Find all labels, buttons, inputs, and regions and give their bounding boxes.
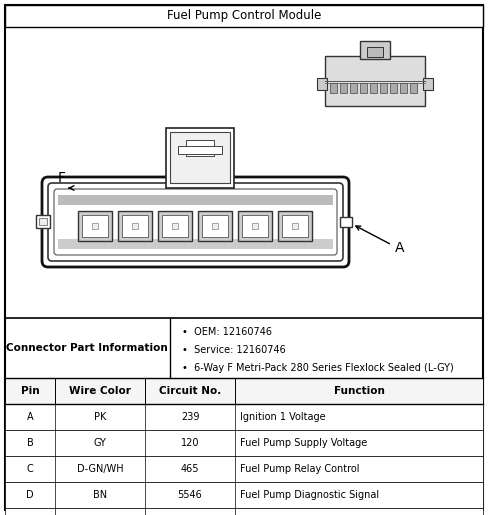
Bar (325, 56, 425, 106)
Bar (390, 83, 397, 93)
Bar (58, 239, 333, 249)
Text: Connector Part Information: Connector Part Information (6, 343, 168, 353)
Text: D-GN/WH: D-GN/WH (77, 464, 123, 474)
Text: PK: PK (94, 412, 106, 422)
Bar (367, 47, 383, 57)
Text: Function: Function (334, 386, 385, 396)
Bar (172, 223, 178, 229)
Bar (350, 83, 357, 93)
Text: •  OEM: 12160746: • OEM: 12160746 (182, 327, 272, 337)
Text: BN: BN (93, 490, 107, 500)
Bar (5, 404, 483, 430)
Bar (5, 482, 483, 508)
Bar (252, 223, 258, 229)
Bar (5, 508, 483, 515)
FancyBboxPatch shape (42, 177, 349, 267)
Bar (170, 132, 230, 183)
Bar (238, 211, 272, 241)
Bar (58, 195, 333, 205)
Bar (36, 215, 50, 228)
Bar (82, 215, 108, 237)
Bar (360, 41, 390, 59)
Text: GY: GY (94, 438, 106, 448)
Bar (118, 211, 152, 241)
Bar (158, 211, 192, 241)
Bar (370, 83, 377, 93)
Bar (39, 218, 47, 225)
Text: B: B (27, 438, 33, 448)
Bar (400, 83, 407, 93)
Bar (282, 215, 308, 237)
FancyBboxPatch shape (54, 189, 337, 255)
Text: 120: 120 (181, 438, 199, 448)
Text: A: A (27, 412, 33, 422)
Bar (166, 128, 234, 188)
Text: Wire Color: Wire Color (69, 386, 131, 396)
Bar (330, 83, 337, 93)
Text: F: F (58, 171, 66, 185)
Bar (198, 211, 232, 241)
FancyBboxPatch shape (48, 183, 343, 261)
Bar (5, 378, 483, 404)
Text: 465: 465 (181, 464, 199, 474)
Bar (212, 223, 218, 229)
Text: C: C (27, 464, 33, 474)
Bar (162, 215, 188, 237)
Bar (317, 78, 327, 90)
Text: Ignition 1 Voltage: Ignition 1 Voltage (240, 412, 325, 422)
Text: •  Service: 12160746: • Service: 12160746 (182, 345, 286, 355)
Bar (122, 215, 148, 237)
Bar (78, 211, 112, 241)
Bar (340, 217, 352, 227)
Bar (278, 211, 312, 241)
Bar (186, 140, 214, 156)
Bar (360, 83, 367, 93)
Text: •  6-Way F Metri-Pack 280 Series Flexlock Sealed (L-GY): • 6-Way F Metri-Pack 280 Series Flexlock… (182, 363, 454, 373)
Text: Fuel Pump Control Module: Fuel Pump Control Module (167, 9, 321, 23)
Bar (340, 83, 347, 93)
Bar (5, 456, 483, 482)
Bar (5, 430, 483, 456)
Text: Fuel Pump Supply Voltage: Fuel Pump Supply Voltage (240, 438, 367, 448)
Text: A: A (395, 241, 405, 255)
Bar (132, 223, 138, 229)
Bar (202, 215, 228, 237)
Text: Pin: Pin (20, 386, 40, 396)
Bar (423, 78, 433, 90)
Text: Fuel Pump Relay Control: Fuel Pump Relay Control (240, 464, 360, 474)
Text: 5546: 5546 (178, 490, 203, 500)
Text: Circuit No.: Circuit No. (159, 386, 221, 396)
Bar (5, 5, 483, 27)
Bar (92, 223, 98, 229)
Text: D: D (26, 490, 34, 500)
Bar (242, 215, 268, 237)
Text: 239: 239 (181, 412, 199, 422)
Bar (178, 146, 222, 154)
Text: Fuel Pump Diagnostic Signal: Fuel Pump Diagnostic Signal (240, 490, 379, 500)
Bar (292, 223, 298, 229)
Bar (380, 83, 387, 93)
Bar (410, 83, 417, 93)
